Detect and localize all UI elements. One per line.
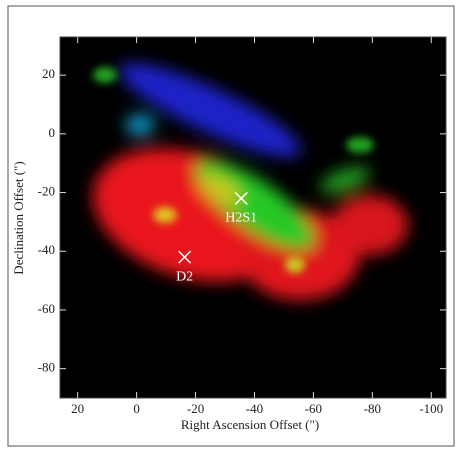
emission-image	[92, 63, 408, 300]
y-tick-label: -20	[38, 184, 55, 199]
y-tick-label: -80	[38, 360, 55, 375]
y-axis-label: Declination Offset (")	[11, 161, 26, 274]
x-tick-label: 0	[133, 401, 140, 416]
figure-border	[7, 5, 455, 447]
marker-label: D2	[176, 269, 193, 284]
x-tick-label: -60	[305, 401, 322, 416]
x-axis-label: Right Ascension Offset (")	[181, 417, 319, 432]
plot-frame	[59, 36, 447, 399]
marker-stroke	[178, 250, 192, 264]
y-tick-label: 20	[42, 66, 55, 81]
marker	[178, 250, 192, 264]
x-tick-label: -40	[246, 401, 263, 416]
y-tick-label: 0	[49, 125, 56, 140]
marker-label: H2S1	[225, 211, 257, 226]
y-tick-label: -40	[38, 242, 55, 257]
x-tick-label: 20	[71, 401, 84, 416]
x-tick-label: -100	[419, 401, 443, 416]
marker-stroke	[234, 191, 248, 205]
x-tick-label: -80	[364, 401, 381, 416]
x-tick-label: -20	[187, 401, 204, 416]
marker	[234, 191, 248, 205]
y-tick-label: -60	[38, 301, 55, 316]
